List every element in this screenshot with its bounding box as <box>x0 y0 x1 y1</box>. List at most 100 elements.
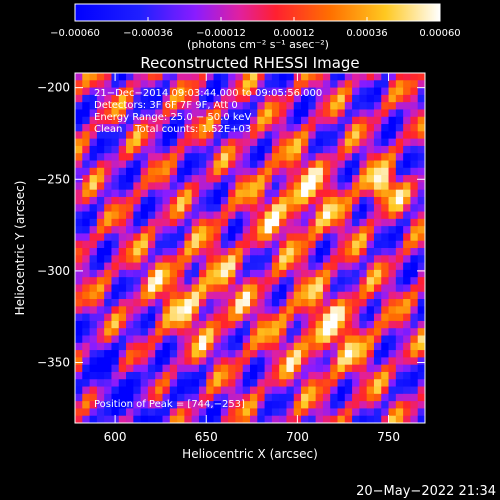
heatmap-cell <box>177 408 185 417</box>
heatmap-cell <box>293 364 302 373</box>
heatmap-cell <box>264 291 273 300</box>
heatmap-cell <box>133 153 142 161</box>
heatmap-cell <box>162 364 171 373</box>
heatmap-cell <box>147 80 156 88</box>
heatmap-cell <box>184 189 193 198</box>
heatmap-cell <box>184 226 193 234</box>
heatmap-cell <box>322 269 331 278</box>
heatmap-cell <box>111 320 120 329</box>
heatmap-cell <box>133 364 142 373</box>
heatmap-cell <box>293 291 302 300</box>
heatmap-cell <box>140 320 149 329</box>
heatmap-cell <box>257 364 265 373</box>
heatmap-cell <box>271 218 280 227</box>
heatmap-cell <box>257 153 265 161</box>
heatmap-cell <box>271 182 280 191</box>
heatmap-cell <box>344 408 353 417</box>
heatmap-cell <box>337 175 346 183</box>
heatmap-cell <box>206 116 214 125</box>
heatmap-cell <box>388 80 397 88</box>
heatmap-cell <box>198 386 207 395</box>
heatmap-cell <box>337 328 346 336</box>
heatmap-cell <box>155 393 163 402</box>
heatmap-cell <box>264 371 273 380</box>
heatmap-cell <box>198 94 207 103</box>
heatmap-cell <box>315 306 324 315</box>
heatmap-cell <box>352 102 360 110</box>
heatmap-cell <box>417 393 425 402</box>
heatmap-cell <box>242 357 251 366</box>
heatmap-cell <box>75 196 83 205</box>
heatmap-cell <box>381 138 389 147</box>
heatmap-cell <box>373 124 382 132</box>
heatmap-cell <box>155 306 163 315</box>
heatmap-cell <box>198 262 207 271</box>
heatmap-cell <box>410 204 419 212</box>
heatmap-cell <box>184 291 193 300</box>
heatmap-cell <box>198 248 207 256</box>
heatmap-cell <box>264 415 273 423</box>
heatmap-cell <box>286 138 295 147</box>
heatmap-cell <box>111 124 120 132</box>
heatmap-cell <box>169 87 178 96</box>
heatmap-cell <box>206 131 214 140</box>
heatmap-cell <box>322 313 331 322</box>
heatmap-cell <box>264 73 273 81</box>
heatmap-cell <box>213 248 222 256</box>
heatmap-cell <box>344 255 353 263</box>
heatmap-cell <box>359 313 368 322</box>
heatmap-cell <box>133 350 142 358</box>
heatmap-cell <box>403 182 411 191</box>
heatmap-cell <box>388 226 397 234</box>
heatmap-cell <box>118 313 127 322</box>
heatmap-cell <box>213 313 222 322</box>
heatmap-cell <box>177 153 185 161</box>
heatmap-cell <box>206 335 214 344</box>
heatmap-cell <box>352 204 360 212</box>
heatmap-cell <box>162 262 171 271</box>
heatmap-cell <box>344 182 353 191</box>
heatmap-cell <box>118 233 127 242</box>
heatmap-cell <box>206 204 214 212</box>
heatmap-cell <box>359 80 368 88</box>
heatmap-cell <box>271 189 280 198</box>
heatmap-cell <box>308 262 317 271</box>
heatmap-cell <box>177 211 185 220</box>
heatmap-cell <box>388 233 397 242</box>
heatmap-cell <box>169 124 178 132</box>
heatmap-cell <box>344 211 353 220</box>
heatmap-cell <box>388 313 397 322</box>
heatmap-cell <box>155 299 163 307</box>
heatmap-cell <box>308 379 317 387</box>
heatmap-cell <box>308 160 317 169</box>
heatmap-cell <box>228 386 236 395</box>
heatmap-cell <box>140 124 149 132</box>
heatmap-cell <box>184 313 193 322</box>
heatmap-cell <box>242 102 251 110</box>
heatmap-cell <box>96 109 105 118</box>
heatmap-cell <box>118 218 127 227</box>
heatmap-cell <box>403 87 411 96</box>
heatmap-cell <box>191 306 200 315</box>
heatmap-cell <box>126 218 134 227</box>
colorbar-tick-label: 0.00060 <box>419 28 460 39</box>
heatmap-cell <box>293 102 302 110</box>
heatmap-cell <box>366 320 375 329</box>
heatmap-cell <box>279 167 287 176</box>
heatmap-cell <box>235 124 244 132</box>
heatmap-cell <box>388 364 397 373</box>
heatmap-cell <box>75 401 83 409</box>
heatmap-cell <box>118 401 127 409</box>
heatmap-cell <box>279 218 287 227</box>
heatmap-cell <box>271 153 280 161</box>
heatmap-cell <box>191 364 200 373</box>
heatmap-cell <box>104 138 112 147</box>
heatmap-cell <box>191 350 200 358</box>
heatmap-cell <box>140 167 149 176</box>
heatmap-cell <box>228 196 236 205</box>
heatmap-cell <box>228 269 236 278</box>
heatmap-cell <box>82 218 90 227</box>
heatmap-cell <box>337 320 346 329</box>
heatmap-cell <box>257 335 265 344</box>
heatmap-cell <box>271 145 280 154</box>
